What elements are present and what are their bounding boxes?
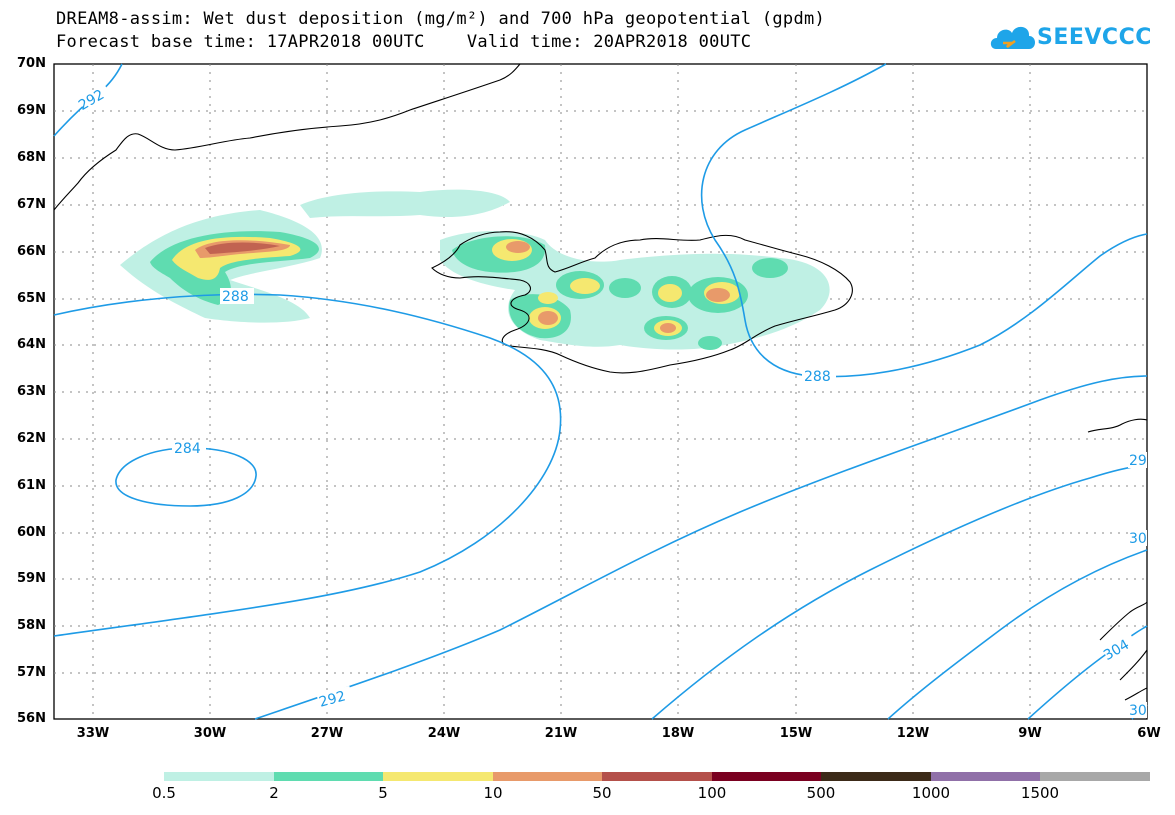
lat-label: 61N [17, 478, 46, 493]
lat-label: 67N [17, 197, 46, 212]
lon-label: 27W [310, 726, 344, 741]
deposition-area-medium [752, 258, 788, 278]
lat-label: 59N [17, 571, 46, 586]
contour-label: 292 [317, 688, 347, 710]
legend-tick-label: 2 [269, 784, 279, 802]
cloud-icon [990, 26, 1035, 49]
lon-label: 9W [1018, 726, 1042, 741]
faroe-norway-coastline [1087, 418, 1148, 433]
deposition-area-yellow [570, 278, 600, 294]
lat-label: 69N [17, 103, 46, 118]
deposition-area-medium [698, 336, 722, 350]
deposition-area-orange [660, 323, 676, 333]
lat-label: 65N [17, 291, 46, 306]
deposition-area-yellow [538, 292, 558, 304]
contour-label: 30 [1129, 531, 1147, 547]
legend-tick-label: 5 [378, 784, 388, 802]
contour-296 [651, 464, 1148, 720]
lat-label: 62N [17, 431, 46, 446]
contour-label: 288 [222, 289, 249, 305]
coastlines [53, 63, 1148, 701]
legend-swatch [821, 772, 931, 781]
contour-labels: 292 288 288 284 292 29 30 304 30 [76, 83, 1147, 719]
deposition-area-yellow [658, 284, 682, 302]
legend-tick-label: 10 [483, 784, 503, 802]
lon-label: 15W [779, 726, 813, 741]
lon-label: 6W [1137, 726, 1161, 741]
deposition-area-light [300, 189, 510, 218]
legend-tick-label: 500 [806, 784, 836, 802]
contour-label: 29 [1129, 453, 1147, 469]
lat-label: 63N [17, 384, 46, 399]
contour-300 [887, 549, 1148, 720]
legend-swatch [274, 772, 383, 781]
legend-swatch [712, 772, 821, 781]
contour-292-southeast [254, 375, 1148, 720]
lat-label: 57N [17, 665, 46, 680]
legend-swatch [493, 772, 602, 781]
title-line-1: DREAM8-assim: Wet dust deposition (mg/m²… [56, 9, 826, 29]
contour-label: 30 [1129, 703, 1147, 719]
lon-label: 24W [427, 726, 461, 741]
greenland-coastline [53, 63, 521, 211]
graticule [54, 64, 1147, 719]
dust-deposition-shading [120, 189, 830, 350]
legend-swatch [383, 772, 493, 781]
lat-label: 58N [17, 618, 46, 633]
legend-swatch [1040, 772, 1150, 781]
contour-284 [115, 447, 257, 507]
lat-label: 56N [17, 711, 46, 726]
deposition-area-orange [706, 288, 730, 302]
logo-text: SEEVCCC [1037, 25, 1152, 50]
contour-288-east [700, 63, 1148, 378]
lon-label: 12W [896, 726, 930, 741]
lon-label: 21W [544, 726, 578, 741]
lat-label: 66N [17, 244, 46, 259]
deposition-area-orange [506, 241, 530, 253]
lat-label: 64N [17, 337, 46, 352]
contour-label: 284 [174, 441, 201, 457]
lat-label: 60N [17, 525, 46, 540]
deposition-area-medium [609, 278, 641, 298]
seevccc-logo: SEEVCCC [988, 19, 1151, 59]
legend-tick-label: 1000 [911, 784, 951, 802]
legend-tick-label: 100 [697, 784, 727, 802]
title-line-2: Forecast base time: 17APR2018 00UTC Vali… [56, 32, 752, 52]
lat-label: 70N [17, 56, 46, 71]
iceland-coastline [431, 231, 853, 374]
contour-label: 288 [804, 369, 831, 385]
scotland-coastline [1099, 601, 1148, 701]
deposition-area-red [205, 242, 280, 254]
lon-label: 18W [661, 726, 695, 741]
legend-swatch [164, 772, 274, 781]
legend-tick-label: 50 [592, 784, 612, 802]
legend-swatch [602, 772, 712, 781]
lat-label: 68N [17, 150, 46, 165]
legend-swatch [931, 772, 1040, 781]
lon-label: 33W [76, 726, 110, 741]
legend-tick-label: 1500 [1020, 784, 1060, 802]
deposition-area-orange [538, 311, 558, 325]
legend-tick-label: 0.5 [152, 784, 176, 802]
lon-label: 30W [193, 726, 227, 741]
